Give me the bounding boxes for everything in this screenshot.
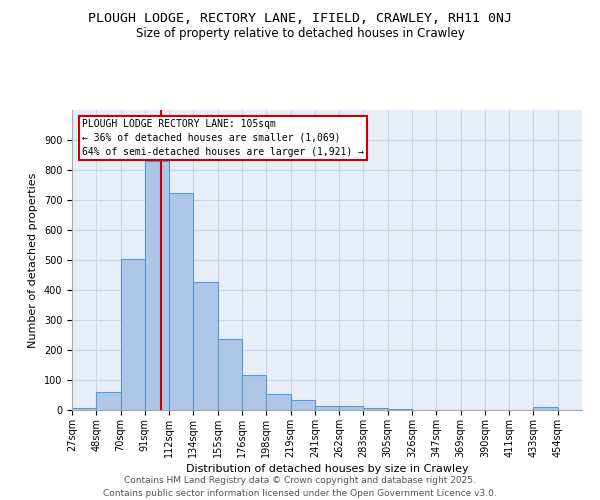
Text: PLOUGH LODGE RECTORY LANE: 105sqm
← 36% of detached houses are smaller (1,069)
6: PLOUGH LODGE RECTORY LANE: 105sqm ← 36% … bbox=[82, 119, 364, 157]
Bar bbox=[169, 192, 193, 410]
Text: Contains HM Land Registry data © Crown copyright and database right 2025.
Contai: Contains HM Land Registry data © Crown c… bbox=[103, 476, 497, 498]
Bar bbox=[339, 406, 364, 410]
X-axis label: Distribution of detached houses by size in Crawley: Distribution of detached houses by size … bbox=[185, 464, 469, 474]
Bar bbox=[193, 282, 218, 410]
Bar bbox=[96, 392, 121, 410]
Bar bbox=[388, 408, 412, 410]
Bar bbox=[242, 375, 266, 410]
Bar bbox=[266, 394, 290, 410]
Bar bbox=[218, 338, 242, 410]
Bar bbox=[533, 407, 558, 410]
Bar bbox=[121, 258, 145, 410]
Bar bbox=[315, 406, 339, 410]
Y-axis label: Number of detached properties: Number of detached properties bbox=[28, 172, 38, 348]
Text: PLOUGH LODGE, RECTORY LANE, IFIELD, CRAWLEY, RH11 0NJ: PLOUGH LODGE, RECTORY LANE, IFIELD, CRAW… bbox=[88, 12, 512, 26]
Bar bbox=[364, 408, 388, 410]
Bar bbox=[72, 408, 96, 410]
Bar bbox=[145, 161, 169, 410]
Bar bbox=[290, 400, 315, 410]
Text: Size of property relative to detached houses in Crawley: Size of property relative to detached ho… bbox=[136, 26, 464, 40]
